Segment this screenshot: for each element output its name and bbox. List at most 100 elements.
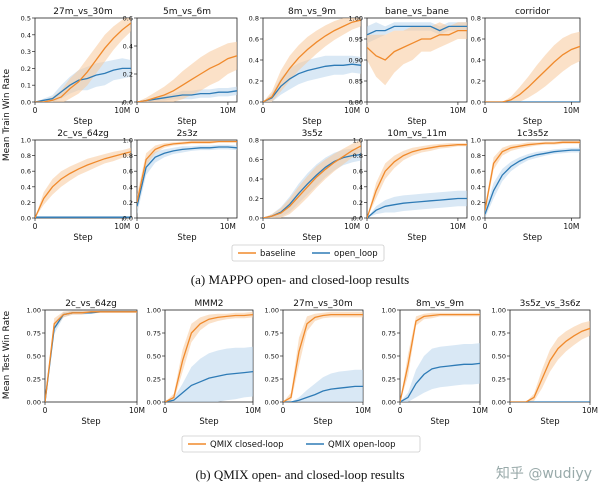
x-axis-label: Step (540, 417, 559, 427)
y-tick-label: 0.2 (249, 195, 259, 203)
closed-loop-band (165, 311, 253, 402)
subplot-frame (484, 139, 581, 219)
y-tick-label: 0.2 (21, 199, 31, 207)
closed-loop-line (283, 313, 363, 402)
x-tick-label: 10M (129, 406, 145, 415)
open-loop-line (263, 153, 361, 218)
y-tick-label: 0.25 (382, 376, 396, 384)
x-axis-label: Step (302, 233, 321, 243)
y-tick-label: 0.0 (353, 215, 363, 223)
y-tick-label: 1.0 (471, 137, 481, 145)
y-tick-label: 0.8 (471, 15, 481, 23)
subplot-title: 2s3z (177, 129, 198, 139)
y-tick-label: 0.4 (249, 176, 259, 184)
watermark: 知乎 @wudiyy (495, 466, 592, 482)
y-tick-label: 0.4 (249, 57, 259, 65)
subplot-title: 5m_vs_6m (163, 7, 211, 17)
y-tick-label: 0.75 (147, 330, 161, 338)
y-tick-label: 0.0 (471, 215, 481, 223)
subplot-title: MMM2 (194, 299, 223, 309)
y-tick-label: 0.90 (349, 57, 363, 65)
x-tick-label: 10M (563, 106, 579, 115)
y-tick-label: 0.4 (471, 183, 481, 191)
x-tick-label: 10M (344, 106, 360, 115)
closed-loop-line (485, 141, 580, 211)
open-loop-line (367, 197, 467, 218)
y-axis-label: Mean Train Win Rate (2, 68, 12, 161)
x-axis-label: Step (407, 117, 426, 127)
subplot-title: 2c_vs_64zg (57, 129, 109, 139)
closed-loop-band (367, 143, 467, 218)
open-loop-band (165, 346, 253, 402)
subplot-title: 10m_vs_11m (387, 129, 446, 139)
y-tick-label: 0.2 (471, 78, 481, 86)
y-tick-label: 0.2 (21, 65, 31, 73)
y-tick-label: 0.75 (492, 330, 506, 338)
open-loop-line (485, 149, 580, 215)
y-tick-label: 0.85 (349, 78, 363, 86)
open-loop-line (283, 385, 363, 402)
closed-loop-line (400, 313, 480, 402)
y-tick-label: 0.6 (21, 168, 31, 176)
y-tick-label: 0.2 (123, 199, 133, 207)
legend-label-closed: QMIX closed-loop (210, 440, 284, 450)
legend-box (231, 244, 385, 262)
y-tick-label: 1.00 (265, 307, 279, 315)
y-tick-label: 0.00 (492, 399, 506, 407)
y-tick-label: 0.5 (21, 15, 31, 23)
y-tick-label: 0.8 (471, 152, 481, 160)
subplot-frame (136, 139, 238, 219)
y-tick-label: 0.6 (471, 168, 481, 176)
y-tick-label: 0.8 (21, 152, 31, 160)
closed-loop-line (367, 29, 467, 61)
open-loop-band (263, 55, 361, 102)
closed-loop-band (283, 311, 363, 402)
subplot-title: 27m_vs_30m (53, 7, 112, 17)
y-tick-label: 0.00 (265, 399, 279, 407)
caption-b: (b) QMIX open- and closed-loop results (195, 467, 405, 482)
x-axis-label: Step (177, 233, 196, 243)
y-axis-label: Mean Test Win Rate (2, 310, 12, 399)
caption-a: (a) MAPPO open- and closed-loop results (190, 272, 410, 287)
x-axis-label: Step (407, 233, 426, 243)
y-tick-label: 0.6 (353, 168, 363, 176)
x-tick-label: 0 (261, 222, 266, 231)
closed-loop-band (35, 147, 131, 218)
x-tick-label: 0 (483, 106, 488, 115)
y-tick-label: 0.6 (249, 156, 259, 164)
open-loop-band (45, 310, 137, 402)
y-tick-label: 0.0 (123, 215, 133, 223)
y-tick-label: 0.4 (123, 183, 133, 191)
y-tick-label: 0.8 (249, 137, 259, 145)
open-loop-line (35, 67, 131, 102)
y-tick-label: 0.0 (471, 99, 481, 107)
closed-loop-band (367, 22, 467, 86)
closed-loop-line (35, 151, 131, 218)
y-tick-label: 0.50 (265, 353, 279, 361)
x-tick-label: 0 (163, 406, 168, 415)
open-loop-band (283, 369, 363, 402)
subplot-title: 3s5z (302, 129, 323, 139)
subplot-title: 3s5z_vs_3s6z (520, 299, 581, 309)
y-tick-label: 0.6 (123, 168, 133, 176)
y-tick-label: 0.4 (21, 31, 31, 39)
y-tick-label: 0.0 (21, 99, 31, 107)
x-axis-label: Step (73, 233, 92, 243)
y-tick-label: 0.8 (249, 15, 259, 23)
x-axis-label: Step (523, 233, 542, 243)
y-tick-label: 0.8 (353, 152, 363, 160)
y-tick-label: 0.25 (265, 376, 279, 384)
x-tick-label: 10M (450, 222, 466, 231)
x-axis-label: Step (430, 417, 449, 427)
y-tick-label: 0.4 (471, 57, 481, 65)
y-tick-label: 0.0 (249, 99, 259, 107)
open-loop-band (367, 190, 467, 218)
subplot-title: corridor (515, 7, 550, 17)
y-tick-label: 0.50 (147, 353, 161, 361)
y-tick-label: 1.00 (382, 307, 396, 315)
y-tick-label: 0.3 (21, 48, 31, 56)
y-tick-label: 0.25 (147, 376, 161, 384)
y-tick-label: 0.4 (353, 183, 363, 191)
open-loop-band (485, 147, 580, 218)
